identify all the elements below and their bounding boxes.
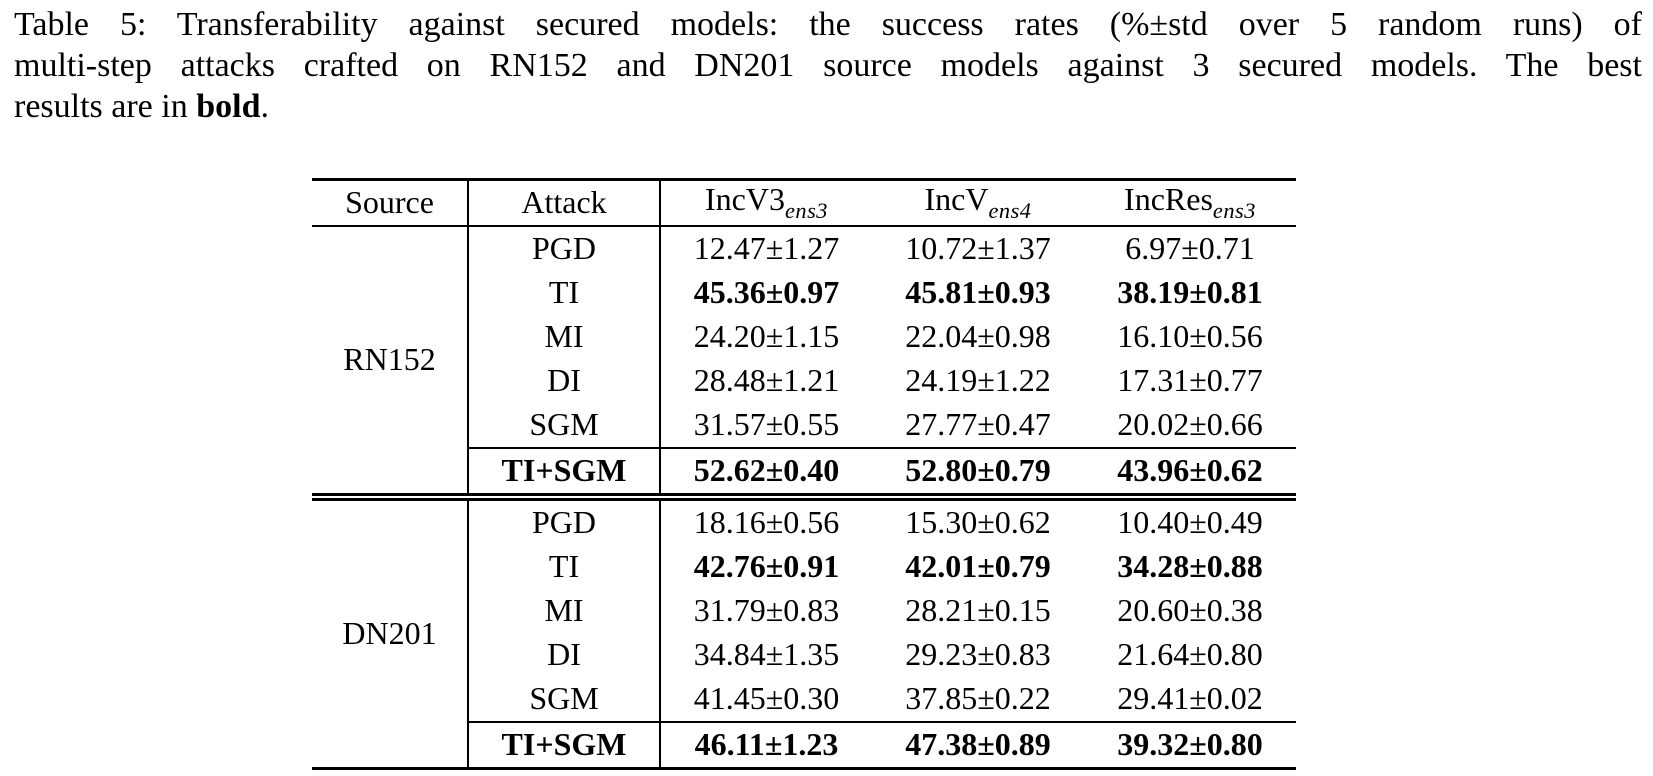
value-cell: 10.40±0.49 [1117, 504, 1263, 541]
value-cell: 24.19±1.22 [905, 362, 1051, 399]
value-cell: 42.01±0.79 [905, 548, 1051, 585]
value-cell: 31.57±0.55 [693, 406, 840, 443]
attack-label: TI+SGM [468, 447, 661, 497]
table-row: SGM 31.57±0.55 27.77±0.47 20.02±0.66 [312, 403, 1296, 448]
col-header-incv-ens4: IncVens4 [872, 178, 1084, 227]
value-cell: 27.77±0.47 [905, 406, 1051, 443]
table-row: SGM 41.45±0.30 37.85±0.22 29.41±0.02 [312, 677, 1296, 722]
subscript: ens4 [988, 198, 1032, 224]
subscript: ens3 [784, 198, 828, 224]
value-cell: 28.48±1.21 [693, 362, 840, 399]
attack-label: PGD [468, 497, 661, 545]
table-row: TI 45.36±0.97 45.81±0.93 38.19±0.81 [312, 271, 1296, 315]
table-row: RN152 PGD 12.47±1.27 10.72±1.37 6.97±0.7… [312, 226, 1296, 497]
value-cell: 18.16±0.56 [693, 504, 840, 541]
table-caption: Table 5: Transferability against secured… [14, 4, 1642, 127]
value-cell: 6.97±0.71 [1125, 230, 1255, 267]
source-label-dn201: DN201 [312, 497, 469, 769]
value-cell: 52.62±0.40 [660, 447, 872, 497]
value-cell: 34.84±1.35 [693, 636, 840, 673]
table-row: MI 24.20±1.15 22.04±0.98 16.10±0.56 [312, 315, 1296, 359]
attack-label: MI [468, 589, 661, 633]
value-cell: 34.28±0.88 [1117, 548, 1263, 585]
attack-label: TI [468, 545, 661, 589]
table-row: DI 34.84±1.35 29.23±0.83 21.64±0.80 [312, 633, 1296, 677]
value-cell: 29.41±0.02 [1117, 680, 1263, 717]
caption-line-1: Table 5: Transferability against secured… [14, 6, 1642, 43]
attack-label: PGD [468, 226, 661, 271]
value-cell: 20.60±0.38 [1117, 592, 1263, 629]
attack-label: DI [468, 359, 661, 403]
table-row: TI+SGM 46.11±1.23 47.38±0.89 39.32±0.80 [312, 721, 1296, 769]
value-cell: 41.45±0.30 [693, 680, 840, 717]
table-row: TI+SGM 52.62±0.40 52.80±0.79 43.96±0.62 [312, 447, 1296, 497]
value-cell: 45.81±0.93 [905, 274, 1051, 311]
table-row: DN201 PGD 18.16±0.56 15.30±0.62 10.40±0.… [312, 497, 1296, 769]
value-cell: 39.32±0.80 [1084, 721, 1296, 769]
value-cell: 38.19±0.81 [1117, 274, 1263, 311]
source-label-rn152: RN152 [312, 226, 469, 497]
attack-label: TI [468, 271, 661, 315]
col-header-attack: Attack [468, 178, 661, 227]
value-cell: 37.85±0.22 [905, 680, 1051, 717]
col-header-source: Source [312, 178, 469, 227]
attack-label: DI [468, 633, 661, 677]
table-row: MI 31.79±0.83 28.21±0.15 20.60±0.38 [312, 589, 1296, 633]
table-row: DI 28.48±1.21 24.19±1.22 17.31±0.77 [312, 359, 1296, 403]
value-cell: 15.30±0.62 [905, 504, 1051, 541]
caption-line-3: results are in bold. [14, 86, 1642, 127]
value-cell: 52.80±0.79 [872, 447, 1084, 497]
value-cell: 10.72±1.37 [905, 230, 1051, 267]
value-cell: 46.11±1.23 [660, 721, 872, 769]
value-cell: 12.47±1.27 [693, 230, 840, 267]
caption-bold-word: bold [196, 88, 261, 125]
header-row: Source Attack IncV3ens3 IncVens4 IncRese… [312, 178, 1296, 227]
col-header-incres-ens3: IncResens3 [1084, 178, 1296, 227]
caption-line-3-text: results are in [14, 88, 197, 125]
col-header-incv3-ens3: IncV3ens3 [660, 178, 872, 227]
subscript: ens3 [1212, 198, 1256, 224]
value-cell: 43.96±0.62 [1084, 447, 1296, 497]
value-cell: 47.38±0.89 [872, 721, 1084, 769]
value-cell: 29.23±0.83 [905, 636, 1051, 673]
value-cell: 17.31±0.77 [1117, 362, 1263, 399]
value-cell: 22.04±0.98 [905, 318, 1051, 355]
caption-line-2: multi-step attacks crafted on RN152 and … [14, 47, 1642, 84]
value-cell: 42.76±0.91 [693, 548, 840, 585]
value-cell: 24.20±1.15 [693, 318, 840, 355]
value-cell: 21.64±0.80 [1117, 636, 1263, 673]
value-cell: 31.79±0.83 [693, 592, 840, 629]
value-cell: 16.10±0.56 [1117, 318, 1263, 355]
attack-label: TI+SGM [468, 721, 661, 769]
attack-label: SGM [468, 403, 661, 448]
results-table: Source Attack IncV3ens3 IncVens4 IncRese… [312, 178, 1296, 770]
table-row: TI 42.76±0.91 42.01±0.79 34.28±0.88 [312, 545, 1296, 589]
caption-line-3-period: . [260, 88, 269, 125]
value-cell: 20.02±0.66 [1117, 406, 1263, 443]
value-cell: 28.21±0.15 [905, 592, 1051, 629]
attack-label: SGM [468, 677, 661, 722]
attack-label: MI [468, 315, 661, 359]
value-cell: 45.36±0.97 [693, 274, 840, 311]
